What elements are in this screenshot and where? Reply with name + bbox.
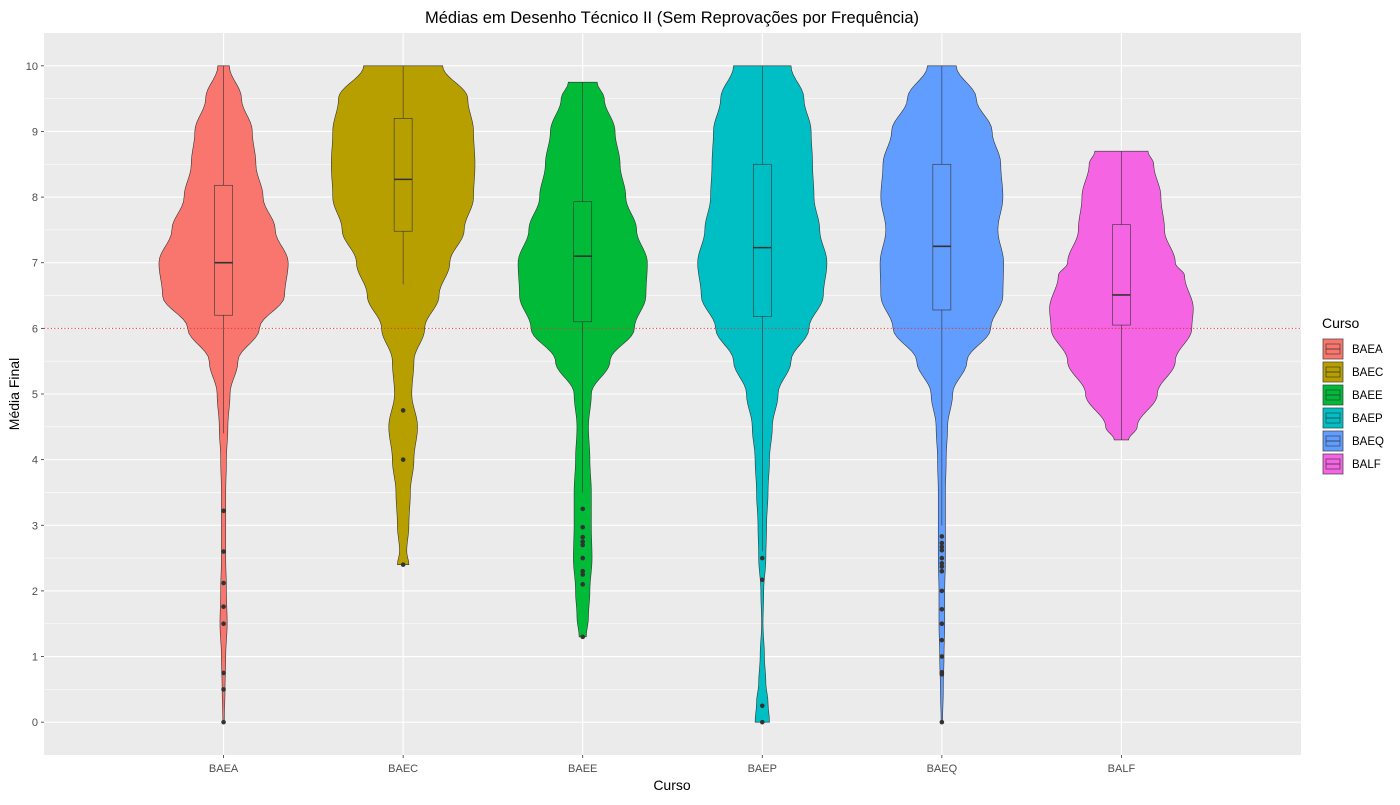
outlier-point — [759, 577, 765, 583]
legend-item-balf: BALF — [1322, 453, 1381, 475]
outlier-point — [939, 534, 945, 539]
outlier-point — [580, 534, 586, 540]
legend: Curso BAEA BAEC BAEE BAEP BAEQ BALF — [1322, 315, 1384, 475]
outlier-point — [221, 670, 226, 676]
box-balf — [1112, 224, 1131, 326]
outlier-point — [580, 582, 586, 587]
outlier-point — [221, 549, 226, 554]
outlier-point — [580, 572, 586, 577]
legend-label: BAEA — [1352, 344, 1383, 356]
outlier-point — [939, 637, 945, 643]
x-tick-label: BAEA — [209, 763, 239, 775]
y-tick-label: 7 — [32, 258, 38, 270]
outlier-point — [939, 671, 945, 677]
box-baeq — [932, 163, 952, 311]
outlier-point — [400, 457, 406, 462]
axis-layer: 0 1 2 3 4 5 6 7 8 9 10 BAEA BAEC BAEE BAEP BAEQ BALF — [26, 61, 1136, 775]
y-tick-label: 0 — [32, 717, 38, 729]
outlier-point — [221, 508, 226, 514]
x-tick-label: BALF — [1108, 763, 1136, 775]
outlier-point — [939, 564, 945, 569]
y-tick-label: 9 — [32, 126, 38, 138]
legend-label: BAEQ — [1352, 436, 1384, 448]
outlier-point — [221, 719, 226, 725]
outlier-point — [580, 555, 586, 561]
box-baep — [752, 163, 772, 317]
y-tick-label: 6 — [32, 323, 38, 335]
outlier-point — [759, 703, 765, 709]
boxplot-layer — [214, 65, 1131, 725]
violin-baec — [331, 65, 476, 565]
outlier-point — [580, 634, 586, 640]
outlier-point — [580, 542, 586, 548]
outlier-point — [221, 687, 226, 692]
outlier-point — [580, 506, 586, 512]
outlier-point — [580, 539, 586, 544]
legend-item-baea: BAEA — [1322, 338, 1383, 360]
outlier-point — [939, 561, 945, 566]
outlier-point — [939, 540, 945, 546]
y-tick-label: 1 — [32, 652, 38, 664]
y-tick-label: 8 — [32, 192, 38, 204]
x-tick-label: BAEQ — [927, 763, 958, 775]
x-axis-title: Curso — [653, 777, 691, 793]
legend-item-baeq: BAEQ — [1322, 430, 1384, 452]
outlier-point — [221, 621, 226, 627]
y-tick-label: 4 — [32, 455, 38, 467]
outlier-point — [939, 606, 945, 612]
outlier-point — [939, 621, 945, 627]
x-tick-label: BAEC — [388, 763, 418, 775]
outlier-point — [939, 547, 945, 553]
y-tick-label: 5 — [32, 389, 38, 401]
y-tick-label: 10 — [26, 61, 38, 73]
legend-title: Curso — [1322, 315, 1360, 331]
legend-label: BAEE — [1352, 390, 1383, 402]
outlier-point — [939, 588, 945, 594]
chart-title: Médias em Desenho Técnico II (Sem Reprov… — [425, 9, 919, 27]
outlier-point — [221, 604, 226, 609]
outlier-point — [400, 562, 406, 567]
y-axis-title: Média Final — [6, 358, 22, 430]
legend-label: BAEP — [1352, 413, 1383, 425]
outlier-point — [221, 580, 226, 586]
outlier-point — [939, 544, 945, 550]
y-tick-label: 3 — [32, 520, 38, 532]
legend-item-baep: BAEP — [1322, 407, 1383, 429]
legend-item-baec: BAEC — [1322, 361, 1383, 383]
outlier-point — [759, 719, 765, 725]
outlier-point — [939, 719, 945, 725]
legend-label: BAEC — [1352, 367, 1383, 379]
x-tick-label: BAEE — [568, 763, 597, 775]
outlier-point — [759, 555, 765, 561]
legend-item-baee: BAEE — [1322, 384, 1383, 406]
outlier-point — [939, 555, 945, 561]
x-tick-label: BAEP — [748, 763, 777, 775]
outlier-point — [400, 408, 406, 413]
y-tick-label: 2 — [32, 586, 38, 598]
outlier-point — [580, 568, 586, 574]
outlier-point — [580, 524, 586, 530]
box-baea — [214, 184, 233, 316]
outlier-point — [939, 654, 945, 659]
legend-label: BALF — [1352, 459, 1381, 471]
box-baec — [393, 118, 413, 232]
outlier-point — [939, 568, 945, 574]
box-baee — [573, 201, 593, 323]
